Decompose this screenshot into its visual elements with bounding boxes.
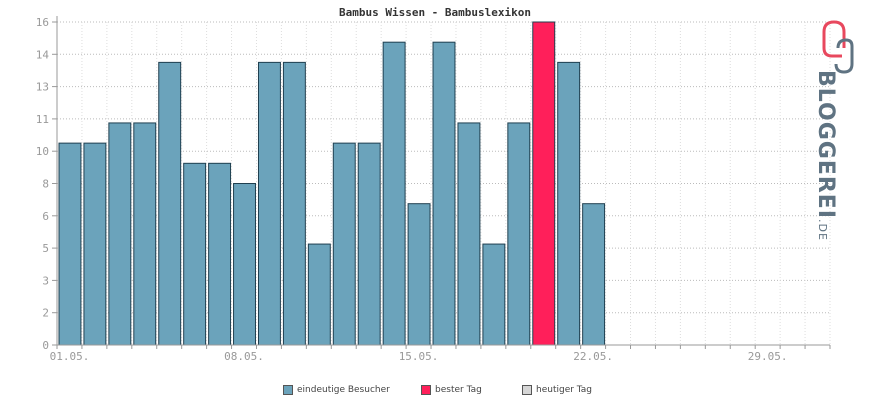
bar xyxy=(432,41,456,346)
bar xyxy=(307,243,331,346)
bar xyxy=(233,183,256,346)
bar xyxy=(457,122,481,346)
legend-item-today: heutiger Tag xyxy=(522,385,592,395)
bar xyxy=(332,142,356,346)
y-tick-label: 8 xyxy=(42,178,49,191)
legend-label-best-day: bester Tag xyxy=(435,385,482,395)
axes xyxy=(56,16,830,346)
bar xyxy=(482,243,506,346)
chart-title: Bambus Wissen - Bambuslexikon xyxy=(339,6,531,19)
legend-swatch-best-day xyxy=(421,385,431,395)
logo-suffix-text: .DE xyxy=(816,219,829,241)
bar xyxy=(507,122,531,346)
y-tick-label: 16 xyxy=(36,16,49,29)
legend-swatch-today xyxy=(522,385,532,395)
logo-main-text: BLOGGEREI xyxy=(813,70,838,220)
logo-mark-icon xyxy=(822,20,854,74)
bars xyxy=(58,21,606,346)
bar xyxy=(133,122,157,346)
bar xyxy=(183,162,207,346)
y-tick-label: 14 xyxy=(36,48,50,61)
x-tick-label: 15.05. xyxy=(399,350,439,363)
legend: eindeutige Besucher bester Tag heutiger … xyxy=(0,385,870,399)
logo-wordmark: BLOGGEREI.DE xyxy=(813,70,838,241)
y-tick-label: 0 xyxy=(42,339,49,352)
x-tick-label: 01.05. xyxy=(50,350,90,363)
bar xyxy=(407,203,431,346)
y-tick-label: 5 xyxy=(42,242,49,255)
bar xyxy=(58,142,82,346)
bar xyxy=(158,61,182,346)
x-tick-label: 08.05. xyxy=(224,350,264,363)
bar xyxy=(208,162,232,346)
y-tick-label: 11 xyxy=(36,113,49,126)
y-tick-label: 2 xyxy=(42,307,49,320)
y-tick-label: 10 xyxy=(36,145,49,158)
bar-best-day xyxy=(532,21,556,346)
legend-item-visitors: eindeutige Besucher xyxy=(283,385,390,395)
y-tick-label: 3 xyxy=(42,274,49,287)
bar xyxy=(257,61,281,346)
bar xyxy=(582,203,606,346)
bar xyxy=(282,61,306,346)
x-tick-label: 22.05. xyxy=(573,350,613,363)
y-tick-label: 6 xyxy=(42,210,49,223)
x-tick-label: 29.05. xyxy=(748,350,788,363)
y-axis-ticks: 0 2 3 5 6 8 10 11 13 14 16 xyxy=(36,16,57,352)
bar xyxy=(382,41,406,346)
bar xyxy=(83,142,107,346)
legend-item-best-day: bester Tag xyxy=(421,385,482,395)
bar xyxy=(108,122,132,346)
bloggerei-logo xyxy=(812,18,868,218)
legend-swatch-visitors xyxy=(283,385,293,395)
legend-label-today: heutiger Tag xyxy=(536,385,593,395)
x-axis-ticks: 01.05. 08.05. 15.05. 22.05. 29.05. xyxy=(50,345,831,363)
bar xyxy=(357,142,381,346)
y-tick-label: 13 xyxy=(36,81,49,94)
legend-label-visitors: eindeutige Besucher xyxy=(297,385,390,395)
bar xyxy=(557,61,581,346)
